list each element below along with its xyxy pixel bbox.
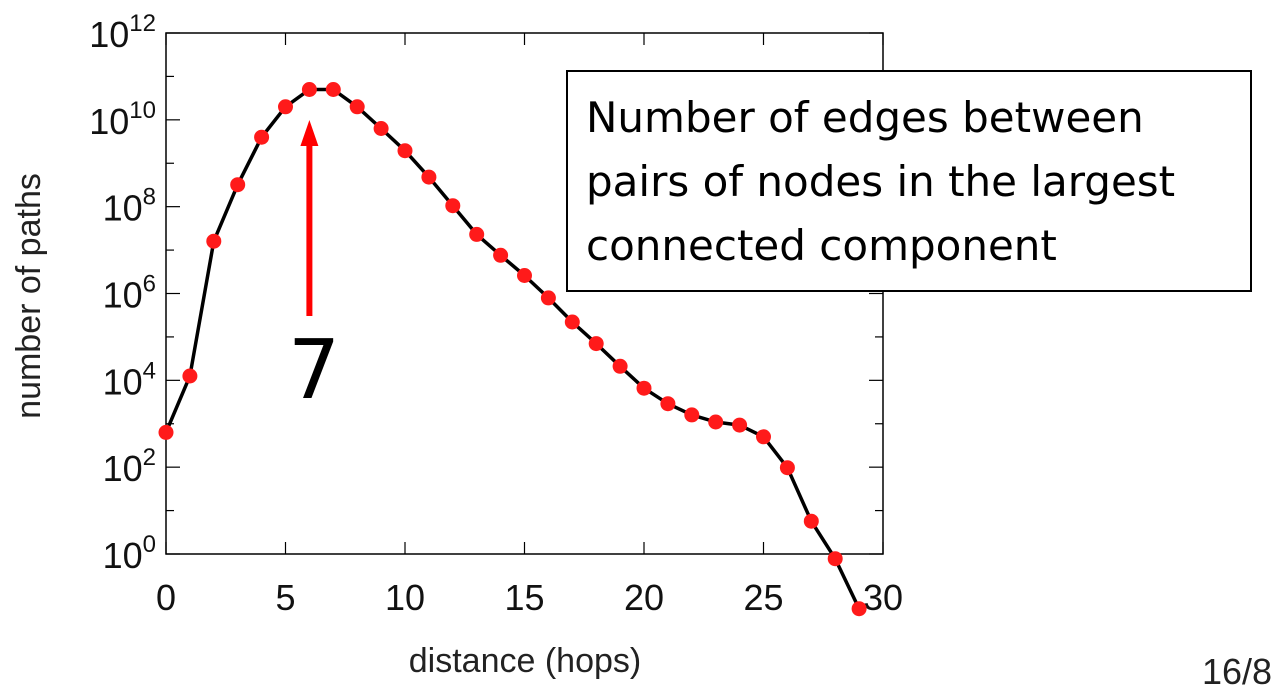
data-point-2 [206,233,222,249]
data-point-20 [636,380,652,396]
y-tick-label: 1012 [89,10,156,55]
peak-arrow-head [300,120,319,146]
data-point-10 [397,143,413,159]
x-tick-label: 5 [275,577,295,618]
y-tick-exponent: 12 [129,10,156,37]
x-axis-label: distance (hops) [409,642,641,680]
y-tick-label: 1010 [89,97,156,142]
data-point-8 [349,99,365,115]
y-tick-label: 106 [103,271,156,316]
data-point-7 [325,82,341,97]
x-tick-label: 0 [156,577,176,618]
data-point-6 [301,82,317,97]
data-point-23 [708,414,724,430]
data-point-17 [564,314,580,330]
data-point-12 [445,198,461,214]
x-axis-ticks: 0 5 10 15 20 25 30 [156,33,903,618]
series-points [158,82,867,617]
y-tick-base: 10 [89,14,129,55]
y-tick-base: 10 [103,188,143,229]
data-point-11 [421,169,437,185]
data-point-3 [230,177,246,193]
data-point-25 [756,429,771,445]
data-point-0 [158,424,174,440]
peak-label: 7 [288,323,341,418]
y-tick-exponent: 6 [143,271,156,298]
y-tick-base: 10 [89,101,129,142]
y-tick-base: 10 [103,361,143,402]
data-point-14 [493,247,509,263]
data-point-16 [540,290,556,306]
y-tick-label: 108 [103,184,156,229]
data-point-27 [803,513,819,529]
data-point-22 [684,407,700,423]
page-number: 16/8 [1202,651,1271,692]
annotation-line-3: connected component [586,221,1057,270]
data-point-5 [278,99,293,115]
y-axis-label: number of paths [10,173,48,419]
data-point-15 [517,268,532,283]
y-tick-label: 100 [103,531,156,576]
x-tick-label: 10 [385,577,425,618]
annotation-line-1: Number of edges between [586,93,1144,142]
y-tick-exponent: 10 [129,97,156,124]
y-tick-base: 10 [103,448,143,489]
data-point-1 [182,368,198,384]
peak-arrow [300,120,319,316]
y-tick-exponent: 4 [143,357,156,384]
y-tick-label: 102 [103,444,156,489]
y-tick-exponent: 2 [143,444,156,471]
data-point-28 [827,551,843,567]
data-point-9 [373,121,389,136]
data-point-19 [612,358,628,374]
y-tick-base: 10 [103,535,143,576]
data-point-13 [469,226,485,242]
x-tick-label: 20 [624,577,664,618]
data-point-18 [588,336,604,352]
data-point-24 [732,417,748,433]
data-point-21 [660,396,676,412]
annotation-line-2: pairs of nodes in the largest [586,157,1176,206]
data-point-26 [779,460,795,476]
x-tick-label: 30 [863,577,903,618]
annotation-box: Number of edges between pairs of nodes i… [566,70,1252,292]
y-tick-base: 10 [103,275,143,316]
y-tick-exponent: 0 [143,531,156,558]
y-tick-label: 104 [103,357,156,402]
y-tick-exponent: 8 [143,184,156,211]
x-tick-label: 15 [504,577,544,618]
x-tick-label: 25 [743,577,783,618]
data-point-29 [851,601,867,617]
data-point-4 [254,129,270,145]
